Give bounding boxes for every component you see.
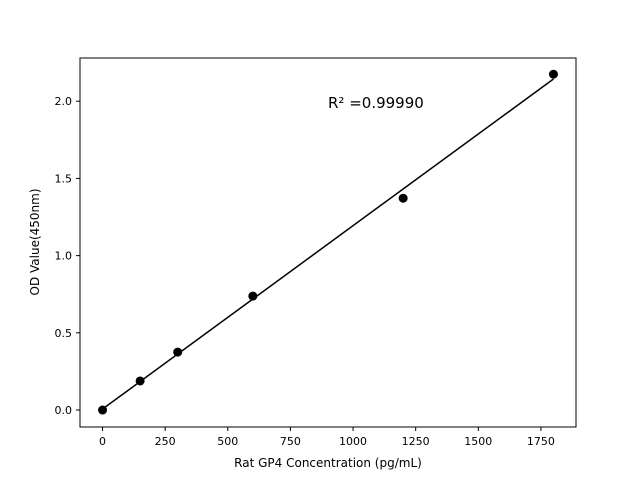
data-point xyxy=(248,291,258,301)
y-tick-label: 1.5 xyxy=(55,172,73,185)
data-point xyxy=(548,69,558,79)
y-tick-label: 0.0 xyxy=(55,404,73,417)
x-tick-label: 500 xyxy=(217,435,238,448)
x-tick-label: 1750 xyxy=(527,435,555,448)
y-tick-label: 0.5 xyxy=(55,327,73,340)
x-tick-label: 1000 xyxy=(339,435,367,448)
data-point xyxy=(398,193,408,203)
y-axis-label: OD Value(450nm) xyxy=(28,188,42,295)
r-squared-annotation: R² =0.99990 xyxy=(328,94,424,112)
x-axis-label: Rat GP4 Concentration (pg/mL) xyxy=(234,456,422,470)
x-tick-label: 250 xyxy=(155,435,176,448)
fit-line xyxy=(102,78,554,410)
data-point xyxy=(135,376,145,386)
x-tick-label: 750 xyxy=(280,435,301,448)
x-tick-label: 0 xyxy=(99,435,106,448)
x-tick-label: 1500 xyxy=(464,435,492,448)
plot-frame xyxy=(79,57,577,428)
y-tick-label: 1.0 xyxy=(55,250,73,263)
x-tick-label: 1250 xyxy=(402,435,430,448)
data-point xyxy=(173,347,183,357)
data-point xyxy=(98,405,108,415)
y-tick-label: 2.0 xyxy=(55,95,73,108)
